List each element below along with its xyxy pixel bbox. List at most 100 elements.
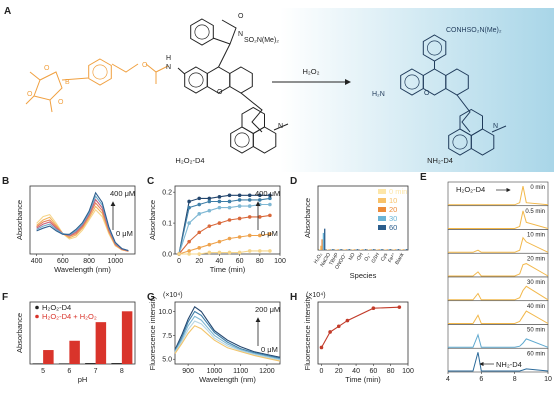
y-axis-label: Fluorescence intensity — [148, 295, 157, 370]
data-point — [197, 230, 202, 235]
x-tick-label: 40 — [216, 258, 224, 265]
x-tick-label: 80 — [387, 368, 395, 375]
x-tick-label: O₂⁻ — [363, 252, 373, 263]
y-axis-label: Absorbance — [303, 198, 312, 238]
data-point — [268, 249, 272, 253]
series-line — [178, 194, 270, 255]
legend-label: 60 min — [527, 351, 545, 357]
structure-ring — [252, 126, 277, 154]
reagent: H₂O₂ — [302, 67, 319, 76]
bar — [348, 249, 350, 250]
bar — [376, 249, 378, 250]
legend-swatch — [378, 207, 386, 212]
panel-label: E — [420, 172, 427, 183]
bar — [328, 249, 330, 250]
data-point — [258, 198, 262, 202]
bar — [364, 249, 367, 250]
data-point — [197, 252, 202, 256]
x-tick-label: 60 — [369, 368, 377, 375]
series-line — [178, 203, 270, 255]
bar — [378, 249, 381, 250]
bar — [43, 350, 54, 364]
legend-marker — [35, 314, 39, 319]
x-tick-label: 4 — [446, 376, 450, 383]
bar — [351, 249, 353, 250]
aromatic-ring — [452, 134, 468, 150]
bar — [69, 340, 80, 364]
bar — [121, 311, 133, 364]
data-point — [227, 236, 232, 241]
atom-label: N — [493, 123, 498, 130]
data-point — [217, 221, 222, 225]
x-tick-label: 8 — [120, 368, 124, 375]
bar — [355, 249, 357, 250]
y-tick-label: 5.0 — [162, 357, 172, 364]
x-tick-label: 0 — [177, 258, 181, 265]
legend-marker — [35, 305, 39, 310]
legend-label: 20 min — [527, 256, 545, 262]
aromatic-ring — [404, 74, 420, 90]
y-tick-label: 0.2 — [162, 190, 172, 197]
y-axis-label: Absorbance — [148, 200, 157, 240]
data-point — [258, 233, 262, 238]
bar — [345, 249, 348, 250]
bar — [318, 248, 321, 250]
x-tick-label: ·OH — [355, 252, 365, 263]
aromatic-ring — [427, 40, 443, 56]
data-point — [207, 208, 212, 213]
bar — [329, 249, 331, 250]
data-point — [197, 196, 202, 201]
legend-label: 10 — [389, 196, 397, 205]
chromatogram — [448, 352, 549, 372]
data-point — [258, 215, 262, 219]
bar — [370, 249, 372, 250]
bar — [405, 249, 408, 250]
data-point — [268, 213, 272, 218]
data-point — [319, 345, 324, 350]
bond — [240, 92, 263, 133]
legend-swatch — [378, 189, 386, 194]
x-tick-label: 400 — [31, 258, 43, 265]
x-axis-label: Species — [350, 271, 377, 280]
y-tick-label: 0.1 — [162, 221, 172, 228]
chromatogram — [448, 310, 549, 324]
legend-label: 30 min — [527, 280, 545, 286]
x-axis-label: Wavelength (nm) — [199, 375, 256, 384]
bar — [32, 363, 44, 364]
chromatogram — [448, 186, 549, 206]
bar — [380, 249, 382, 250]
y-tick-label: 10.0 — [158, 309, 172, 316]
x-axis-label: Wavelength (nm) — [54, 265, 111, 274]
x-tick-label: 1200 — [259, 368, 275, 375]
x-tick-label: Blank — [394, 252, 406, 266]
legend-label: 0 min — [389, 187, 407, 196]
annotation: 400 μM — [110, 189, 135, 198]
x-tick-label: Fe²⁺ — [387, 252, 397, 264]
data-point — [217, 199, 222, 204]
bar — [335, 249, 337, 250]
bar — [397, 249, 399, 250]
data-point — [217, 205, 222, 210]
plot-frame — [29, 185, 136, 255]
x-tick-label: 800 — [83, 258, 95, 265]
data-point — [227, 193, 232, 198]
structure-ring — [33, 71, 63, 101]
x-tick-label: 1000 — [207, 368, 223, 375]
data-point — [268, 202, 272, 207]
bar — [322, 232, 325, 250]
atom-label: B — [65, 79, 70, 86]
data-point — [227, 199, 232, 204]
data-point — [258, 193, 262, 198]
series-line — [179, 250, 270, 255]
structure-ring — [190, 18, 214, 46]
series-line — [321, 306, 400, 348]
bar — [386, 249, 389, 250]
data-point — [237, 198, 242, 202]
series-line — [36, 205, 129, 252]
aromatic-ring — [234, 132, 250, 148]
x-tick-label: H₂O₂ — [313, 252, 324, 265]
bond — [145, 63, 169, 73]
x-tick-label: 60 — [236, 258, 244, 265]
